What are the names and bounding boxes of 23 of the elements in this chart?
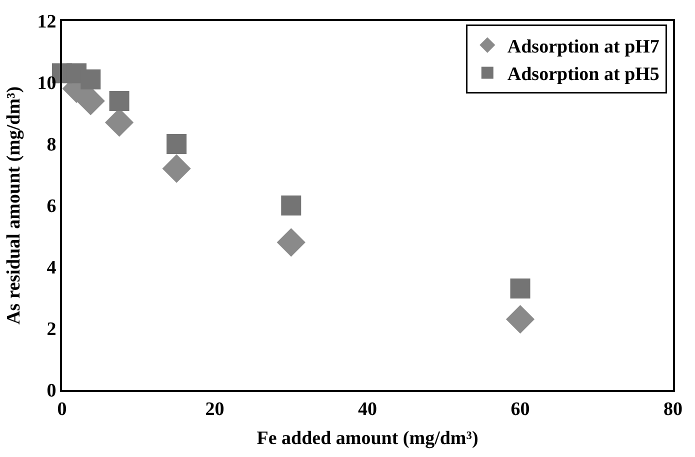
point bbox=[166, 134, 187, 154]
point bbox=[276, 228, 306, 257]
x-tick-label: 20 bbox=[205, 398, 224, 420]
y-tick-label: 4 bbox=[46, 258, 57, 279]
point bbox=[506, 304, 535, 334]
y-tick-label: 12 bbox=[37, 12, 56, 33]
y-tick-label: 8 bbox=[46, 134, 56, 156]
x-tick-label: 80 bbox=[664, 398, 682, 420]
x-axis-title: Fe added amount (mg/dm³) bbox=[256, 428, 478, 450]
y-axis-title: As residual amount (mg/dm³) bbox=[4, 86, 25, 325]
point bbox=[162, 154, 191, 183]
point bbox=[80, 69, 101, 90]
y-tick-label: 10 bbox=[37, 73, 56, 94]
point bbox=[281, 196, 302, 216]
x-tick-label: 60 bbox=[510, 398, 530, 420]
y-tick-label: 6 bbox=[46, 196, 56, 218]
y-tick-label: 0 bbox=[46, 380, 56, 402]
point bbox=[510, 278, 530, 299]
legend-label: Adsorption at pH7 bbox=[507, 36, 660, 58]
point bbox=[109, 90, 130, 111]
y-tick-label: 2 bbox=[46, 319, 56, 340]
legend-label: Adsorption at pH5 bbox=[507, 64, 660, 86]
x-tick-label: 40 bbox=[358, 398, 377, 420]
